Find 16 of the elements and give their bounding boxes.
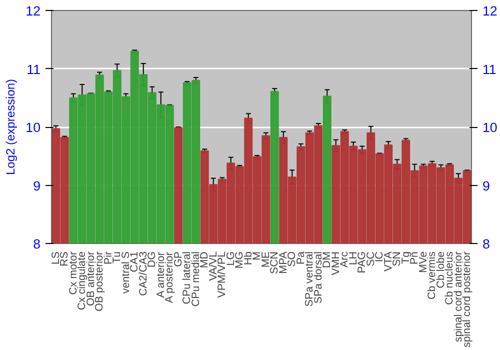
y-tick-label: 9: [33, 178, 41, 194]
x-tick-label: Tg: [400, 251, 412, 264]
y-axis-title: Log2 (expression): [4, 78, 18, 176]
y2-tick-label: 8: [482, 236, 490, 252]
y-tick-label: 10: [26, 120, 41, 135]
x-tick-label: RS: [58, 251, 71, 266]
x-tick-label: A posterior: [164, 252, 176, 304]
y2-tick-label: 10: [482, 120, 498, 135]
x-tick-label: spinal cord posterior: [461, 251, 474, 348]
y2-tick-label: 11: [482, 62, 496, 77]
y2-tick-label: 9: [482, 178, 490, 194]
y2-tick-label: 12: [482, 4, 498, 18]
y-tick-label: 11: [26, 62, 41, 77]
y-tick-label: 8: [33, 236, 41, 252]
x-tick-label: OB posterior: [94, 251, 106, 312]
y-tick-label: 12: [26, 4, 41, 18]
